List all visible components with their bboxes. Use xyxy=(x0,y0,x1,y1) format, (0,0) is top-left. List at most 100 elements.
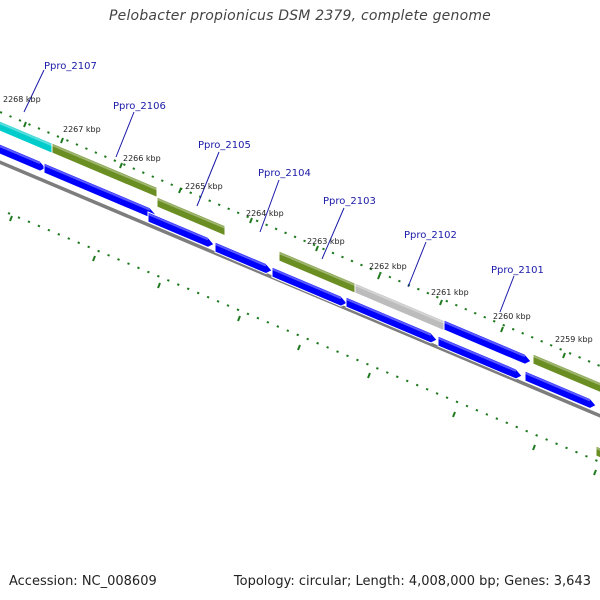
outer-dot-mark xyxy=(530,335,534,339)
dot-tracks xyxy=(0,111,600,476)
gene-label: Ppro_2104 xyxy=(258,168,311,179)
gene-reverse-cds xyxy=(0,143,47,172)
inner-dot-mark xyxy=(425,387,429,391)
gene-label: Ppro_2101 xyxy=(491,265,544,276)
outer-dot-mark xyxy=(274,227,278,231)
inner-dot-mark xyxy=(236,308,240,312)
outer-dot-mark xyxy=(246,215,250,219)
tick-mark xyxy=(367,372,371,379)
gene-reverse-cds xyxy=(524,370,597,410)
inner-dot-mark xyxy=(196,291,200,295)
inner-dot-mark xyxy=(316,341,320,345)
kbp-tick-mark xyxy=(23,121,27,128)
inner-dot-mark xyxy=(246,312,250,316)
outer-dot-mark xyxy=(416,287,420,291)
inner-dot-mark xyxy=(127,262,130,266)
inner-dot-mark xyxy=(326,346,329,349)
tick-mark xyxy=(157,282,161,289)
outer-dot-mark xyxy=(160,179,164,183)
outer-dot-mark xyxy=(549,343,553,347)
outer-dot-mark xyxy=(473,311,477,315)
gene-forward-cds xyxy=(532,353,600,393)
inner-dot-mark xyxy=(336,350,339,353)
outer-dot-mark xyxy=(132,167,136,170)
gene-reverse-cds-sheen xyxy=(271,268,342,300)
genome-stats-text: Topology: circular; Length: 4,008,000 bp… xyxy=(233,574,591,589)
kbp-tick-label: 2267 kbp xyxy=(63,125,101,134)
outer-dot-mark xyxy=(597,364,600,367)
inner-dot-mark xyxy=(27,220,31,224)
outer-dot-mark xyxy=(227,207,231,211)
kbp-tick-label: 2266 kbp xyxy=(123,154,161,163)
inner-dot-mark xyxy=(565,446,568,450)
outer-dot-mark xyxy=(94,151,98,154)
gene-ppro-2104 xyxy=(214,241,273,275)
kbp-tick-mark xyxy=(178,187,182,194)
inner-dot-mark xyxy=(286,329,290,333)
inner-dot-mark xyxy=(107,253,110,257)
outer-dot-mark xyxy=(426,291,430,295)
inner-dot-mark xyxy=(97,249,101,253)
outer-dot-mark xyxy=(28,123,31,126)
outer-dot-mark xyxy=(303,239,306,243)
gene-reverse-cds xyxy=(345,296,438,344)
kbp-tick-mark xyxy=(60,137,64,144)
outer-dot-mark xyxy=(587,360,591,363)
inner-dot-mark xyxy=(206,295,210,299)
outer-dot-mark xyxy=(454,303,458,307)
kbp-tick-label: 2264 kbp xyxy=(246,209,284,218)
gene-ppro-2103-sheen xyxy=(278,252,356,287)
callout-group xyxy=(23,69,515,313)
outer-dot-mark xyxy=(236,211,240,215)
inner-dot-mark xyxy=(535,434,539,437)
kbp-tick-mark xyxy=(500,326,504,333)
gene-reverse-cds xyxy=(271,266,348,307)
inner-dot-mark xyxy=(375,367,379,370)
gene-callout-line xyxy=(115,111,135,158)
outer-dot-mark xyxy=(47,131,50,134)
map-title: Pelobacter propionicus DSM 2379, complet… xyxy=(109,8,491,24)
gene-callout-line xyxy=(321,207,345,260)
kbp-tick-mark xyxy=(377,273,381,280)
kbp-tick-mark xyxy=(119,162,123,169)
inner-dot-mark xyxy=(256,316,260,320)
outer-dot-mark xyxy=(113,159,117,162)
gene-callout-line xyxy=(196,151,220,207)
outer-dot-mark xyxy=(293,235,297,239)
outer-dot-mark xyxy=(9,115,12,118)
kbp-tick-label: 2268 kbp xyxy=(3,95,41,104)
outer-dot-mark xyxy=(84,147,88,150)
gene-label: Ppro_2103 xyxy=(323,196,376,207)
inner-dot-mark xyxy=(495,417,499,420)
outer-dot-mark xyxy=(360,263,363,267)
kbp-tick-label: 2261 kbp xyxy=(431,288,469,297)
outer-dot-mark xyxy=(189,191,193,195)
outer-dot-mark xyxy=(483,315,487,319)
outer-dot-mark xyxy=(350,259,354,263)
gene-callout-line xyxy=(259,179,280,233)
gene-ppro-2102-sheen xyxy=(354,284,447,325)
outer-dot-mark xyxy=(122,163,126,166)
inner-dot-mark xyxy=(276,325,280,328)
outer-dot-mark xyxy=(141,171,145,175)
gene-reverse-cds xyxy=(437,335,523,380)
kbp-tick-mark xyxy=(249,217,253,224)
outer-dot-mark xyxy=(0,111,3,114)
outer-dot-mark xyxy=(369,267,373,271)
inner-dot-mark xyxy=(67,237,71,240)
inner-dot-mark xyxy=(575,450,578,454)
inner-dot-mark xyxy=(455,400,459,404)
gene-ppro-2105-sheen xyxy=(156,198,226,229)
gene-label: Ppro_2106 xyxy=(113,101,166,112)
inner-dot-mark xyxy=(186,287,190,291)
tick-mark xyxy=(532,444,536,451)
inner-dot-mark xyxy=(17,216,21,219)
outer-dot-mark xyxy=(75,143,79,146)
outer-dot-mark xyxy=(37,127,41,130)
inner-dot-mark xyxy=(366,362,369,366)
tick-mark xyxy=(237,315,241,322)
gene-label: Ppro_2105 xyxy=(198,140,251,151)
outer-dot-mark xyxy=(379,271,382,275)
inner-dot-mark xyxy=(137,266,140,270)
gene-forward-cds-sheen xyxy=(532,355,600,386)
